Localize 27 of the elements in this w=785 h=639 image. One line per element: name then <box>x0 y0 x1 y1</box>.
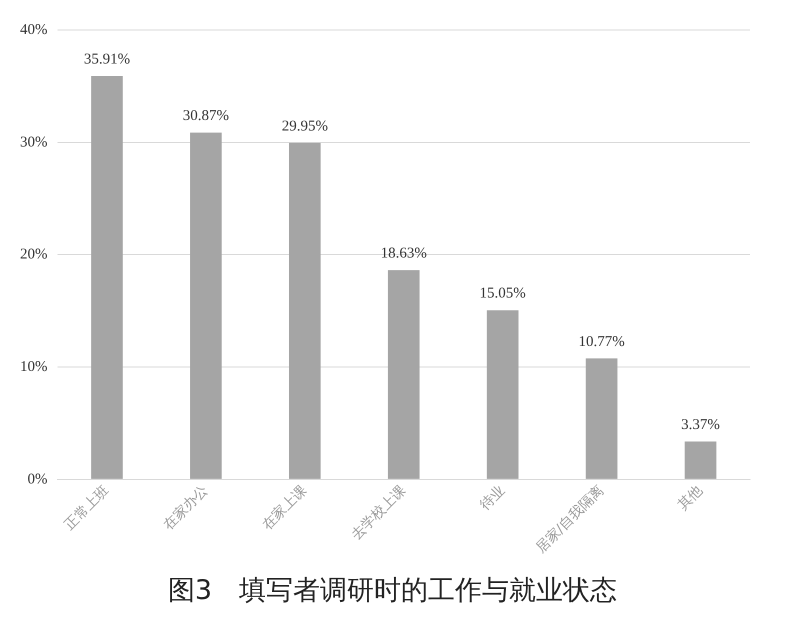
y-tick-label: 20% <box>20 246 48 263</box>
x-tick-label: 待业 <box>476 482 508 514</box>
data-label: 29.95% <box>282 118 328 134</box>
bar <box>586 358 618 479</box>
x-tick-label: 其他 <box>674 482 706 514</box>
bar <box>684 442 716 479</box>
text: 图3 填写者调研时的工作与就业状态 <box>166 574 618 608</box>
bar <box>288 142 321 479</box>
bar <box>388 270 420 479</box>
x-tick-label: 去学校上课 <box>348 482 410 544</box>
data-label: 35.91% <box>84 51 130 68</box>
data-label: 30.87% <box>182 108 230 124</box>
y-tick-label: 40% <box>20 22 48 38</box>
bar <box>486 310 519 479</box>
bar <box>190 132 222 479</box>
y-tick-label: 30% <box>20 134 48 150</box>
y-tick-label: 10% <box>20 358 48 375</box>
x-tick-label: 正常上班 <box>61 482 112 534</box>
data-label: 3.37% <box>681 416 720 433</box>
x-tick-label: 在家办公 <box>160 482 212 534</box>
data-label: 10.77% <box>578 334 625 350</box>
data-label: 18.63% <box>380 246 427 262</box>
x-tick-label: 在家上课 <box>259 482 310 534</box>
bar <box>91 76 123 479</box>
y-tick-label: 0% <box>27 471 48 488</box>
data-label: 15.05% <box>480 286 526 302</box>
x-tick-label: 居家/自我隔离 <box>532 482 608 556</box>
